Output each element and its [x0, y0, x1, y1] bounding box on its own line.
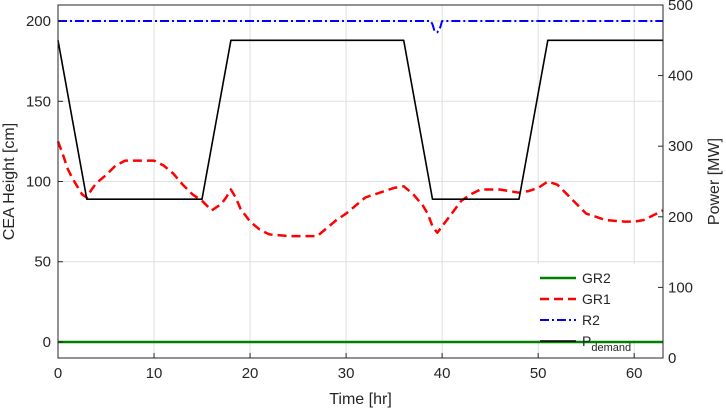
y-left-tick-label: 50 — [34, 254, 51, 271]
legend-label-gr1: GR1 — [582, 291, 611, 307]
x-tick-label: 0 — [54, 365, 62, 382]
legend-label-r2: R2 — [582, 312, 600, 328]
x-tick-label: 40 — [434, 365, 451, 382]
y-right-tick-label: 100 — [668, 279, 693, 296]
y-right-tick-label: 300 — [668, 138, 693, 155]
y-left-tick-label: 100 — [26, 174, 51, 191]
x-axis-label: Time [hr] — [329, 391, 392, 408]
legend-box — [532, 264, 654, 340]
y-right-tick-label: 200 — [668, 209, 693, 226]
y-left-tick-label: 0 — [43, 334, 51, 351]
x-tick-label: 10 — [146, 365, 163, 382]
x-tick-label: 30 — [338, 365, 355, 382]
y-axis-left-label: CEA Height [cm] — [1, 123, 18, 240]
x-tick-label: 20 — [242, 365, 259, 382]
y-right-tick-label: 400 — [668, 68, 693, 85]
x-tick-label: 50 — [530, 365, 547, 382]
y-right-tick-label: 500 — [668, 0, 693, 14]
legend-label-subscript: demand — [591, 342, 631, 354]
ticks: 0 10 20 30 40 50 60 0 50 100 150 200 0 100 200 300 400 50… — [26, 0, 693, 382]
y-left-tick-label: 150 — [26, 93, 51, 110]
y-left-tick-label: 200 — [26, 13, 51, 30]
y-axis-right-label: Power [MW] — [706, 138, 723, 225]
series-line-p — [57, 39, 663, 200]
legend-label-gr2: GR2 — [582, 270, 611, 286]
x-tick-label: 60 — [626, 365, 643, 382]
y-right-tick-label: 0 — [668, 350, 676, 367]
series-line-gr1 — [56, 140, 664, 238]
series-line-r2 — [58, 20, 663, 34]
series-group — [56, 20, 664, 344]
